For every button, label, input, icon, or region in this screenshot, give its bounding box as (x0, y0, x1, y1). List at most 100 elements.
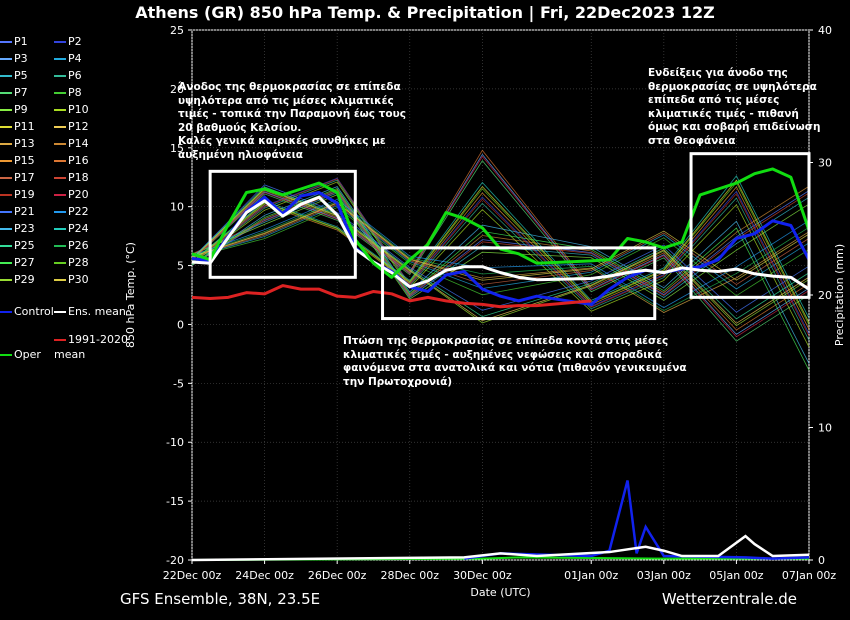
legend-item: Oper (0, 347, 41, 362)
legend-item: P6 (54, 68, 82, 83)
legend-swatch (0, 109, 12, 111)
legend-item: P18 (54, 170, 89, 185)
legend-swatch (54, 311, 66, 313)
member-line-p25 (191, 186, 810, 320)
legend-swatch (54, 58, 66, 60)
legend-item: Control (0, 304, 54, 319)
legend-item: P17 (0, 170, 35, 185)
legend-item: P28 (54, 255, 89, 270)
legend-label: P20 (68, 188, 89, 201)
annotation-epiphany: Ενδείξεις για άνοδο της θερμοκρασίας σε … (648, 67, 821, 147)
legend-item: P16 (54, 153, 89, 168)
y-tick-label: 0 (177, 318, 184, 331)
legend-item: P3 (0, 51, 28, 66)
legend-swatch (54, 177, 66, 179)
x-tick-label: 03Jan 00z (637, 569, 691, 582)
series-oper (191, 167, 811, 279)
legend-label: P5 (14, 69, 28, 82)
legend-swatch (0, 41, 12, 43)
legend-item: P27 (0, 255, 35, 270)
legend-label: P3 (14, 52, 28, 65)
member-line-p2 (191, 177, 810, 334)
legend-label: P12 (68, 120, 89, 133)
legend-swatch (54, 92, 66, 94)
legend-label: P24 (68, 222, 89, 235)
legend-swatch (54, 194, 66, 196)
legend-swatch (54, 143, 66, 145)
legend-swatch (54, 228, 66, 230)
member-line-p8 (191, 207, 810, 297)
legend-item: P26 (54, 238, 89, 253)
legend-label: P10 (68, 103, 89, 116)
x-tick-label: 26Dec 00z (308, 569, 367, 582)
highlight-box-3 (689, 152, 811, 299)
legend-item: P1 (0, 34, 28, 49)
legend-swatch (54, 41, 66, 43)
legend-swatch (54, 75, 66, 77)
legend-label: P19 (14, 188, 35, 201)
y2-tick-label: 10 (818, 422, 832, 435)
member-line-p10 (191, 181, 810, 348)
legend-swatch (0, 143, 12, 145)
legend-item: P8 (54, 85, 82, 100)
legend-swatch (0, 211, 12, 213)
legend-label: P16 (68, 154, 89, 167)
legend-label: P14 (68, 137, 89, 150)
legend-swatch (0, 160, 12, 162)
legend-swatch (54, 211, 66, 213)
legend-swatch (54, 245, 66, 247)
y-tick-label: -20 (166, 554, 184, 567)
legend-label: P13 (14, 137, 35, 150)
member-line-p16 (191, 149, 810, 331)
legend-item: P30 (54, 272, 89, 287)
legend-label: P1 (14, 35, 28, 48)
y-axis-label: 850 hPa Temp. (°C) (124, 242, 137, 348)
legend-swatch (54, 160, 66, 162)
legend-label: P15 (14, 154, 35, 167)
legend-label: P9 (14, 103, 28, 116)
legend-label: Control (14, 305, 54, 318)
legend-swatch (54, 279, 66, 281)
legend-swatch (0, 311, 12, 313)
legend-label: P28 (68, 256, 89, 269)
legend-label: P25 (14, 239, 35, 252)
chart-title: Athens (GR) 850 hPa Temp. & Precipitatio… (135, 3, 715, 22)
legend-swatch (0, 262, 12, 264)
legend-item: P10 (54, 102, 89, 117)
site-label: Wetterzentrale.de (661, 590, 797, 608)
legend-item: P22 (54, 204, 89, 219)
y-tick-label: 5 (177, 260, 184, 273)
y2-tick-label: 0 (818, 554, 825, 567)
legend-item: P12 (54, 119, 89, 134)
y2-tick-label: 30 (818, 157, 832, 170)
legend-item: P5 (0, 68, 28, 83)
legend-label: P4 (68, 52, 82, 65)
highlight-box-1 (208, 169, 357, 279)
x-tick-label: 22Dec 00z (163, 569, 222, 582)
legend-item: P11 (0, 119, 35, 134)
y2-tick-label: 40 (818, 24, 832, 37)
series-1991-2020-mean (191, 284, 592, 309)
x-tick-label: 01Jan 00z (564, 569, 618, 582)
member-line-p6 (191, 179, 810, 341)
legend-label: Ens. mean (68, 305, 126, 318)
y2-axis-label: Precipitation (mm) (833, 244, 846, 346)
x-axis-label: Date (UTC) (470, 586, 530, 599)
legend-item: P13 (0, 136, 35, 151)
legend-swatch (0, 75, 12, 77)
legend-swatch (0, 354, 12, 356)
model-label: GFS Ensemble, 38N, 23.5E (120, 590, 321, 608)
legend-label: P29 (14, 273, 35, 286)
y2-tick-label: 20 (818, 289, 832, 302)
y-tick-label: 15 (170, 142, 184, 155)
legend-label: P17 (14, 171, 35, 184)
legend-item: P21 (0, 204, 35, 219)
y-tick-label: 25 (170, 24, 184, 37)
legend-label: 1991-2020 mean (54, 333, 128, 361)
legend-swatch (54, 126, 66, 128)
legend-label: P6 (68, 69, 82, 82)
legend-swatch (0, 177, 12, 179)
y-tick-label: 20 (170, 83, 184, 96)
legend-swatch (54, 262, 66, 264)
